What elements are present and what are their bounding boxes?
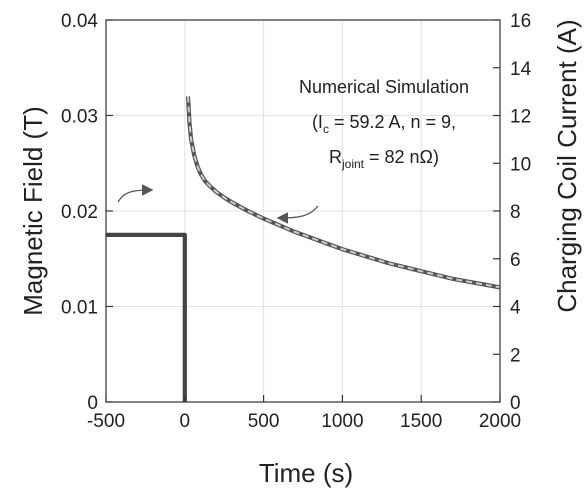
annotation-line-3-post: = 82 nΩ) bbox=[364, 147, 439, 167]
y-left-tick-label: 0.01 bbox=[61, 298, 98, 319]
y-right-axis-title: Charging Coil Current (A) bbox=[552, 19, 582, 312]
annotation-line-3-pre: R bbox=[329, 147, 342, 167]
simulation-annotation: Numerical Simulation (Ic = 59.2 A, n = 9… bbox=[299, 77, 469, 171]
y-right-tick-label: 12 bbox=[510, 107, 531, 128]
y-left-tick-label: 0 bbox=[87, 393, 98, 414]
x-tick-label: 1000 bbox=[321, 411, 363, 432]
y-right-tick-label: 10 bbox=[510, 154, 531, 175]
annotation-line-1: Numerical Simulation bbox=[299, 77, 469, 97]
x-tick-label: 0 bbox=[180, 411, 191, 432]
series-line-3 bbox=[187, 96, 501, 289]
y-left-axis-title: Magnetic Field (T) bbox=[18, 106, 48, 316]
y-right-tick-label: 6 bbox=[510, 250, 521, 271]
x-axis-title: Time (s) bbox=[259, 458, 353, 488]
annotation-line-2-post: = 59.2 A, n = 9, bbox=[329, 112, 456, 132]
x-tick-label: 1500 bbox=[400, 411, 442, 432]
axis-pointer-arrows bbox=[117, 184, 319, 224]
y-left-tick-label: 0.03 bbox=[61, 107, 98, 128]
y-right-axis-ticks: 0 2 4 6 8 10 12 14 16 bbox=[493, 11, 532, 414]
x-tick-label: 2000 bbox=[479, 411, 521, 432]
annotation-line-3-sub: joint bbox=[341, 157, 365, 171]
y-right-tick-label: 0 bbox=[510, 393, 521, 414]
y-right-tick-label: 2 bbox=[510, 345, 521, 366]
x-axis-ticks: -500 0 500 1000 1500 2000 bbox=[87, 395, 521, 432]
annotation-line-2-pre: (I bbox=[312, 112, 323, 132]
annotation-line-3: Rjoint = 82 nΩ) bbox=[329, 147, 439, 171]
annotation-line-2-sub: c bbox=[323, 122, 329, 136]
arrowhead-left bbox=[276, 212, 289, 224]
y-right-tick-label: 14 bbox=[510, 59, 532, 80]
y-right-tick-label: 4 bbox=[510, 298, 521, 319]
arrowhead-right bbox=[141, 184, 154, 196]
y-right-tick-label: 8 bbox=[510, 202, 521, 223]
y-left-tick-label: 0.04 bbox=[61, 11, 98, 32]
y-left-axis-ticks: 0 0.01 0.02 0.03 0.04 bbox=[61, 11, 113, 414]
y-right-tick-label: 16 bbox=[510, 11, 531, 32]
y-left-tick-label: 0.02 bbox=[61, 202, 98, 223]
annotation-line-2: (Ic = 59.2 A, n = 9, bbox=[312, 112, 456, 136]
series-layer bbox=[106, 96, 501, 402]
x-tick-label: -500 bbox=[87, 411, 125, 432]
series-line-1 bbox=[106, 232, 187, 402]
x-tick-label: 500 bbox=[248, 411, 280, 432]
